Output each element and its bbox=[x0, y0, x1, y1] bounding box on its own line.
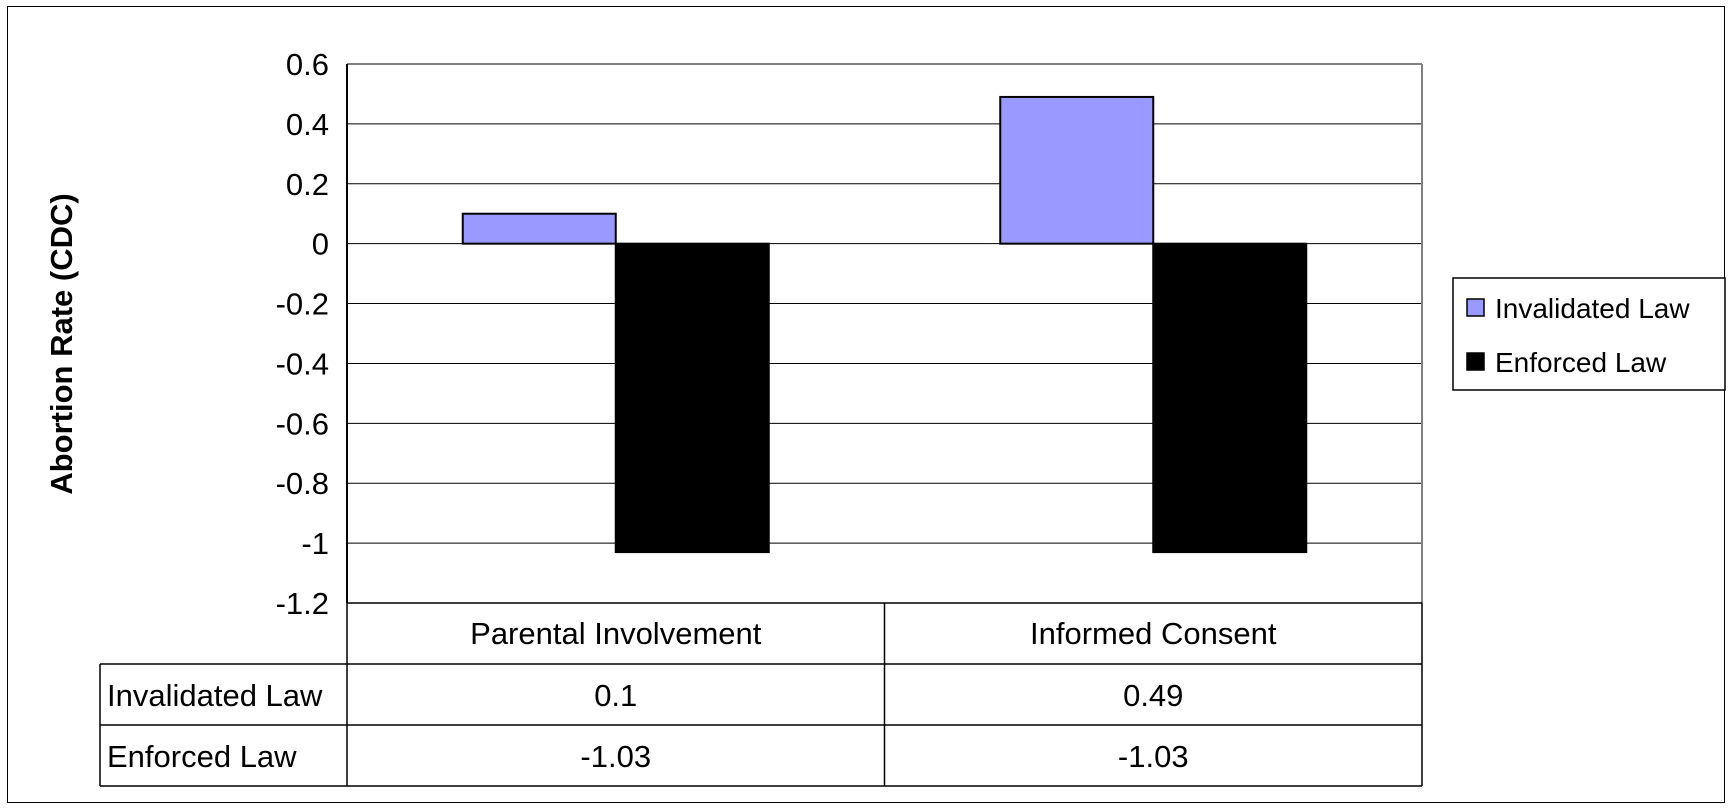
table-cell: 0.1 bbox=[594, 678, 637, 713]
legend-swatch bbox=[1466, 352, 1485, 371]
table-row-label: Enforced Law bbox=[107, 739, 297, 774]
legend-label: Enforced Law bbox=[1495, 347, 1667, 378]
chart-frame bbox=[7, 6, 1725, 803]
bars bbox=[461, 95, 1308, 554]
y-tick-label: 0.6 bbox=[286, 47, 329, 82]
y-tick-label: -0.2 bbox=[276, 287, 329, 322]
y-tick-label: 0.2 bbox=[286, 167, 329, 202]
legend-swatch bbox=[1466, 298, 1485, 317]
x-category-label: Informed Consent bbox=[1030, 616, 1277, 651]
table-cell: -1.03 bbox=[580, 739, 651, 774]
y-tick-label: -0.6 bbox=[276, 406, 329, 441]
y-tick-labels: 0.6 0.4 0.2 0 -0.2 -0.4 -0.6 -0.8 -1 -1.2 bbox=[276, 47, 329, 621]
table-row-label: Invalidated Law bbox=[107, 678, 323, 713]
y-tick-label: -0.8 bbox=[276, 466, 329, 501]
legend: Invalidated Law Enforced Law bbox=[1452, 277, 1726, 391]
legend-box bbox=[1452, 277, 1726, 391]
data-table: Parental Involvement Informed Consent Inva… bbox=[99, 602, 1423, 787]
bar-invalidated-law bbox=[461, 212, 617, 245]
y-axis-label: Abortion Rate (CDC) bbox=[44, 193, 79, 494]
table-cell: -1.03 bbox=[1118, 739, 1189, 774]
y-tick-label: -1.2 bbox=[276, 586, 329, 621]
legend-label: Invalidated Law bbox=[1495, 293, 1690, 324]
y-tick-label: 0 bbox=[312, 227, 329, 262]
x-category-label: Parental Involvement bbox=[470, 616, 762, 651]
axes bbox=[346, 63, 1423, 603]
table-cell: 0.49 bbox=[1123, 678, 1183, 713]
bar-enforced-law bbox=[614, 242, 770, 554]
y-tick-label: 0.4 bbox=[286, 107, 329, 142]
bar-enforced-law bbox=[1152, 242, 1308, 554]
y-tick-label: -0.4 bbox=[276, 346, 329, 381]
bar-invalidated-law bbox=[999, 95, 1155, 245]
y-tick-label: -1 bbox=[301, 526, 329, 561]
